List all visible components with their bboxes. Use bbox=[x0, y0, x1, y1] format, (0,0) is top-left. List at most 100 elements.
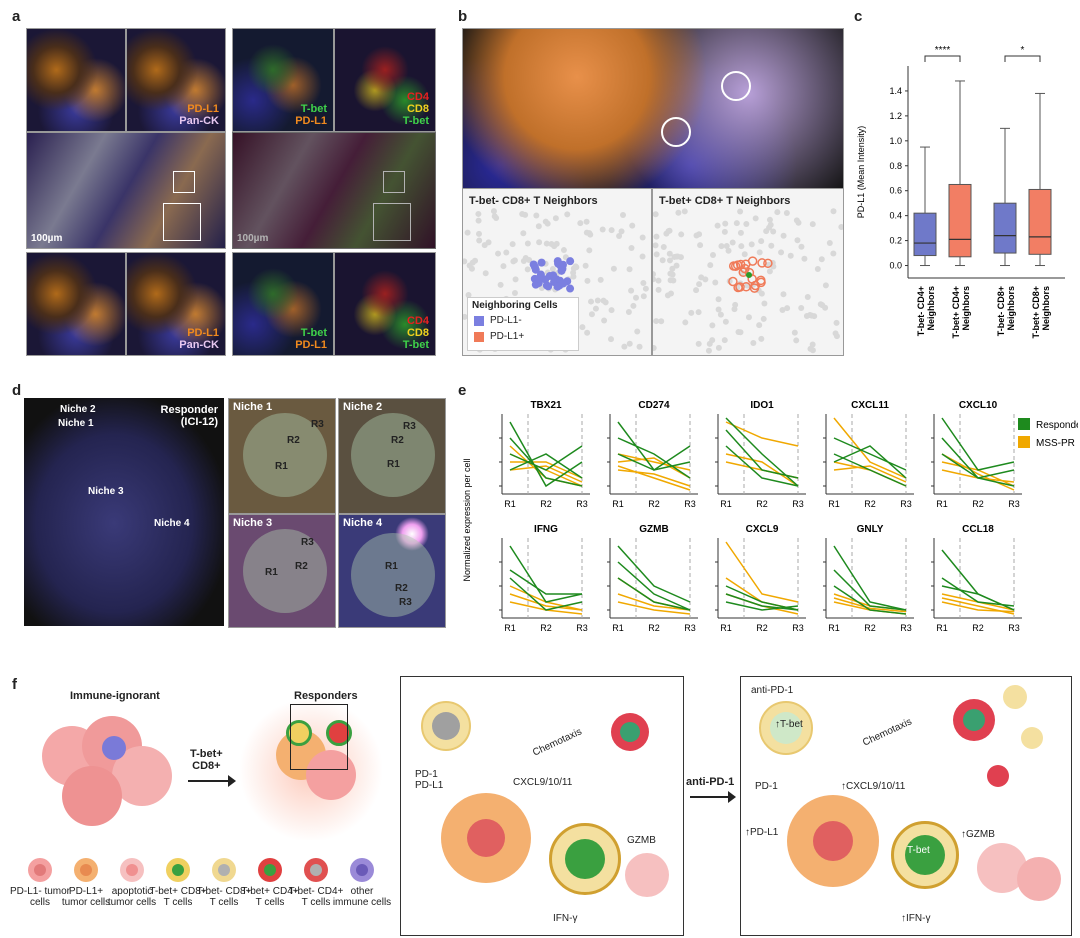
background-cell-dot bbox=[760, 315, 767, 322]
cell-map-image bbox=[462, 28, 844, 190]
responder-series-line bbox=[617, 545, 691, 603]
zoom-box bbox=[163, 203, 201, 241]
background-cell-dot bbox=[721, 337, 728, 344]
background-cell-dot bbox=[722, 318, 729, 325]
apoptotic-cell-icon bbox=[625, 853, 669, 897]
background-cell-dot bbox=[584, 329, 591, 336]
legend-cell-nucleus bbox=[172, 864, 184, 876]
tumor-cell-icon bbox=[441, 793, 531, 883]
background-cell-dot bbox=[552, 215, 559, 222]
background-cell-dot bbox=[695, 309, 702, 316]
panel-label-b: b bbox=[458, 8, 468, 25]
background-cell-dot bbox=[693, 287, 700, 294]
niche-region bbox=[351, 413, 435, 497]
gene-title: CD274 bbox=[638, 400, 670, 411]
background-cell-dot bbox=[674, 253, 681, 260]
background-cell-dot bbox=[778, 249, 785, 256]
x-tick-label: R3 bbox=[576, 623, 588, 633]
box bbox=[948, 183, 972, 258]
gene-title: TBX21 bbox=[530, 400, 562, 411]
significance-bracket bbox=[924, 55, 961, 62]
y-tick-label: 1.2 bbox=[889, 111, 902, 121]
x-tick-label: R3 bbox=[900, 499, 912, 509]
niche-region bbox=[351, 533, 435, 617]
x-tick-label: R2 bbox=[972, 499, 984, 509]
background-cell-dot bbox=[626, 340, 633, 347]
background-cell-dot bbox=[463, 258, 468, 265]
micro-tile: CD4 CD8 T-bet bbox=[334, 28, 436, 132]
background-cell-dot bbox=[814, 265, 821, 272]
pdl1-pos-neighbor-dot bbox=[730, 261, 741, 271]
background-cell-dot bbox=[787, 252, 794, 259]
box bbox=[913, 212, 937, 257]
gene-title: IFNG bbox=[534, 524, 558, 535]
pdl1-pos-neighbor-dot bbox=[756, 275, 766, 286]
gene-title: CXCL11 bbox=[851, 400, 889, 411]
pdl1-neg-neighbor-dot bbox=[557, 266, 566, 275]
background-cell-dot bbox=[549, 266, 556, 273]
background-cell-dot bbox=[830, 208, 837, 215]
highlight-circle bbox=[721, 71, 751, 101]
x-tick-label: R1 bbox=[612, 623, 624, 633]
legend-cell-icon bbox=[74, 858, 98, 882]
pdl1-neg-neighbor-dot bbox=[566, 284, 575, 293]
msspr-series-line bbox=[617, 457, 691, 479]
background-cell-dot bbox=[804, 293, 811, 300]
ifng-up-label: ↑IFN-γ bbox=[901, 913, 931, 924]
responder-series-line bbox=[617, 437, 691, 479]
msspr-series-line bbox=[617, 453, 691, 471]
responder-series-line bbox=[725, 445, 799, 487]
background-cell-dot bbox=[809, 341, 816, 348]
legend-cell-icon bbox=[350, 858, 374, 882]
background-cell-dot bbox=[660, 243, 667, 250]
background-cell-dot bbox=[542, 218, 549, 225]
background-cell-dot bbox=[592, 305, 599, 312]
region-label: R1 bbox=[265, 567, 278, 578]
background-cell-dot bbox=[752, 215, 759, 222]
legend-cell-label: PD-L1- tumor cells bbox=[10, 886, 71, 908]
legend-cell-nucleus bbox=[264, 864, 276, 876]
gene-title: GNLY bbox=[857, 524, 884, 535]
background-cell-dot bbox=[543, 240, 550, 247]
neighbors-right-title: T-bet+ CD8+ T Neighbors bbox=[659, 195, 791, 207]
background-cell-dot bbox=[495, 250, 502, 257]
background-cell-dot bbox=[780, 232, 787, 239]
background-cell-dot bbox=[522, 211, 529, 218]
background-cell-dot bbox=[594, 297, 601, 304]
background-cell-dot bbox=[794, 237, 801, 244]
background-cell-dot bbox=[639, 234, 646, 241]
background-cell-dot bbox=[653, 211, 659, 218]
background-cell-dot bbox=[743, 221, 750, 228]
background-cell-dot bbox=[780, 291, 787, 298]
niche-tile-4: Niche 4 R1 R2 R3 bbox=[338, 514, 446, 628]
background-cell-dot bbox=[817, 301, 824, 308]
responder-series-line bbox=[941, 577, 1015, 607]
background-cell-dot bbox=[618, 228, 625, 235]
zoom-box bbox=[173, 171, 195, 193]
neighbors-right: T-bet+ CD8+ T Neighbors bbox=[652, 188, 844, 356]
background-cell-dot bbox=[737, 208, 744, 215]
background-cell-dot bbox=[482, 270, 489, 277]
background-cell-dot bbox=[709, 322, 716, 329]
x-tick-label: R3 bbox=[900, 623, 912, 633]
background-cell-dot bbox=[626, 266, 633, 273]
background-cell-dot bbox=[588, 311, 595, 318]
pdl1-pos-neighbor-dot bbox=[738, 267, 749, 278]
background-cell-dot bbox=[809, 221, 816, 228]
zoom-box bbox=[290, 704, 348, 770]
niche-title: Niche 3 bbox=[233, 517, 273, 529]
scale-bar-label: 100µm bbox=[31, 233, 63, 244]
background-cell-dot bbox=[535, 223, 542, 230]
responder-series-line bbox=[617, 577, 691, 611]
background-cell-dot bbox=[715, 296, 722, 303]
background-cell-dot bbox=[726, 278, 733, 285]
msspr-series-line bbox=[833, 465, 907, 483]
background-cell-dot bbox=[695, 340, 702, 347]
background-cell-dot bbox=[655, 277, 662, 284]
x-tick-label: R2 bbox=[756, 623, 768, 633]
x-tick-label: R1 bbox=[720, 499, 732, 509]
y-tick-label: 0.4 bbox=[889, 211, 902, 221]
background-cell-dot bbox=[475, 217, 482, 224]
x-tick-label: R1 bbox=[936, 499, 948, 509]
responder-series-line bbox=[509, 545, 583, 603]
